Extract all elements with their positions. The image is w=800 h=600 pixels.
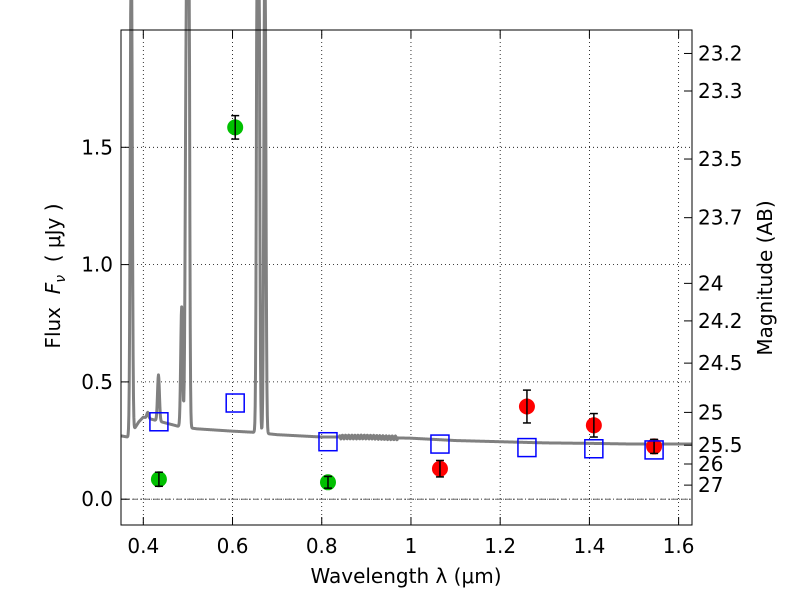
right-tick-label: 27 (698, 473, 723, 497)
x-axis: 0.4 0.6 0.8 1 1.2 1.4 1.6 (127, 30, 695, 558)
right-tick-label: 23.3 (698, 79, 743, 103)
model-square-marker (149, 412, 169, 432)
grid (121, 30, 692, 525)
right-tick-label: 24 (698, 271, 723, 295)
model-square-marker (318, 431, 338, 452)
right-tick-label: 23.5 (698, 147, 743, 171)
x-tick-label: 1.2 (484, 534, 516, 558)
right-tick-label: 24.5 (698, 351, 743, 375)
y-tick-label: 0.5 (81, 370, 113, 394)
y-axis-label: Flux Fν ( μJy ) (41, 203, 69, 348)
y-tick-label: 1.5 (81, 135, 113, 159)
x-tick-label: 1 (405, 534, 418, 558)
photometry-points (149, 114, 664, 491)
model-square-marker (517, 437, 537, 458)
plot-frame (120, 29, 693, 526)
model-square-marker (430, 434, 450, 454)
x-tick-label: 1.4 (573, 534, 605, 558)
x-tick-label: 0.4 (127, 534, 159, 558)
y-tick-label: 0.0 (81, 487, 113, 511)
model-spectrum (119, 0, 694, 446)
right-tick-label: 23.2 (698, 41, 743, 65)
right-tick-label: 24.2 (698, 309, 743, 333)
model-square-marker (644, 440, 664, 460)
y-tick-label: 1.0 (81, 253, 113, 277)
spectrum-line (119, 0, 694, 446)
right-tick-label: 25.5 (698, 433, 743, 457)
x-tick-label: 0.6 (217, 534, 249, 558)
right-tick-label: 25 (698, 400, 723, 424)
x-tick-label: 0.8 (306, 534, 338, 558)
model-square-marker (225, 393, 245, 413)
x-axis-label: Wavelength λ (μm) (310, 564, 501, 588)
y-axis-right-label: Magnitude (AB) (753, 200, 777, 355)
y-axis-left: 0.0 0.5 1.0 1.5 (81, 135, 129, 511)
model-square-marker (584, 439, 604, 459)
right-tick-label: 23.7 (698, 206, 743, 230)
x-tick-label: 1.6 (663, 534, 695, 558)
right-tick-label: 26 (698, 452, 723, 476)
